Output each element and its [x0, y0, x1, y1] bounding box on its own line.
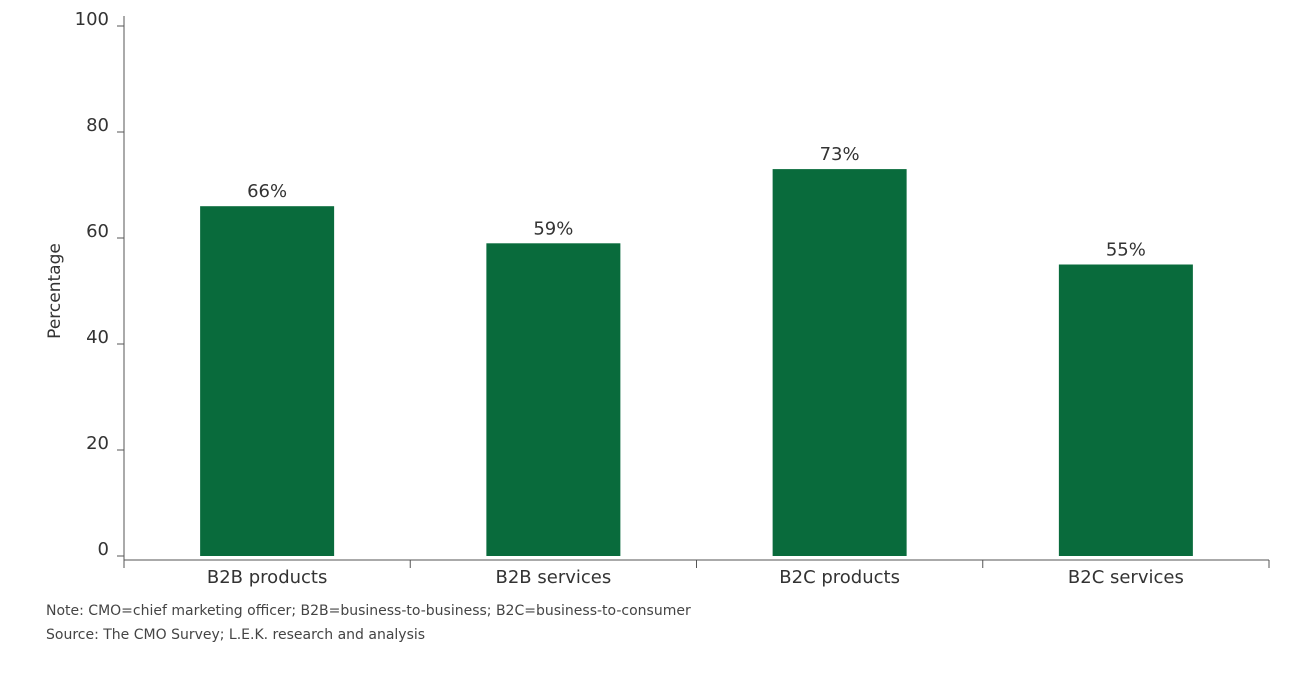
x-tick-label: B2C services [1068, 567, 1184, 588]
y-axis: 0 20 40 60 80 100 [75, 9, 125, 560]
bar-value-label: 55% [1106, 240, 1146, 261]
x-axis: B2B products B2B services B2C products B2C … [123, 559, 1270, 588]
y-tick-label: 60 [86, 221, 109, 242]
x-tick-label: B2B services [496, 567, 612, 588]
bar [486, 243, 621, 557]
y-axis-title: Percentage [45, 243, 65, 339]
y-tick-label: 0 [98, 539, 109, 560]
bars [200, 169, 1193, 557]
bar-value-label: 59% [533, 218, 573, 239]
bar [1058, 264, 1193, 556]
y-tick-label: 80 [86, 115, 109, 136]
bar-value-label: 73% [820, 144, 860, 165]
y-tick-label: 40 [86, 327, 109, 348]
x-tick-label: B2C products [779, 567, 900, 588]
chart-note: Note: CMO=chief marketing officer; B2B=b… [46, 603, 691, 619]
y-tick-label: 20 [86, 433, 109, 454]
chart-source: Source: The CMO Survey; L.E.K. research … [46, 627, 426, 643]
bar-chart: 0 20 40 60 80 100 B2B products B2B services B2C… [45, 9, 1270, 588]
y-tick-label: 100 [75, 9, 109, 30]
data-labels: 66% 59% 73% 55% [247, 144, 1146, 260]
bar [200, 206, 335, 556]
bar [772, 169, 907, 556]
bar-value-label: 66% [247, 181, 287, 202]
x-tick-label: B2B products [207, 567, 327, 588]
